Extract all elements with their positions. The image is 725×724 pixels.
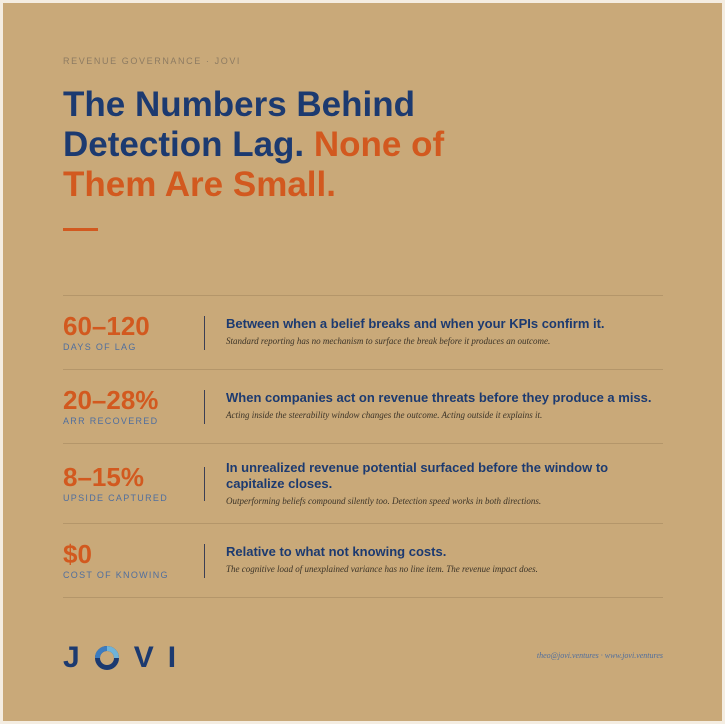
stat-headline: When companies act on revenue threats be…: [226, 390, 652, 405]
stat-text: Relative to what not knowing costs. The c…: [226, 544, 666, 574]
title-accent: None of Them Are Small.: [63, 125, 445, 204]
stat-headline: In unrealized revenue potential surfaced…: [226, 460, 609, 491]
stat-label: UPSIDE CAPTURED: [63, 492, 169, 503]
stat-label: DAYS OF LAG: [63, 341, 137, 352]
divider: [204, 389, 205, 424]
stat-figure: 20–28%: [63, 384, 159, 415]
stat-text: Between when a belief breaks and when yo…: [226, 316, 666, 346]
stat-row: 20–28% ARR RECOVERED When companies act on…: [63, 369, 663, 443]
stat-row: 8–15% UPSIDE CAPTURED In unrealized revenu…: [63, 443, 663, 523]
logo: J V I: [63, 641, 176, 675]
poster: REVENUE GOVERNANCE · JOVI The Numbers Be…: [3, 3, 722, 721]
stat-note: Standard reporting has no mechanism to s…: [226, 336, 551, 346]
stat-note: Acting inside the steerability window ch…: [226, 410, 543, 420]
logo-letter: J: [63, 641, 80, 674]
stat-text: In unrealized revenue potential surfaced…: [226, 460, 666, 506]
stat-label: COST OF KNOWING: [63, 569, 169, 580]
logo-ring: [94, 646, 119, 670]
stat-figure: 8–15%: [63, 461, 144, 492]
contact: theo@jovi.ventures · www.jovi.ventures: [536, 651, 663, 660]
stat-headline: Relative to what not knowing costs.: [226, 544, 447, 559]
stat-headline: Between when a belief breaks and when yo…: [226, 316, 605, 331]
title-main: The Numbers Behind Detection Lag.: [63, 85, 415, 164]
logo-letter: V: [133, 641, 154, 674]
stat-label: ARR RECOVERED: [63, 415, 159, 426]
stat-row: 60–120 DAYS OF LAG Between when a belief b…: [63, 295, 663, 369]
eyebrow: REVENUE GOVERNANCE · JOVI: [63, 56, 242, 66]
stat-figure: 60–120: [63, 310, 150, 341]
stat-figure: $0: [63, 538, 92, 569]
stats-list: 60–120 DAYS OF LAG Between when a belief b…: [63, 295, 663, 598]
divider: [204, 315, 205, 350]
stat-note: Outperforming beliefs compound silently …: [226, 496, 542, 506]
title: The Numbers Behind Detection Lag. None o…: [63, 85, 483, 205]
divider: [204, 543, 205, 578]
stat-row: $0 COST OF KNOWING Relative to what not kn…: [63, 523, 663, 598]
logo-letter: I: [167, 641, 177, 674]
stat-text: When companies act on revenue threats be…: [226, 390, 666, 420]
stat-note: The cognitive load of unexplained varian…: [226, 564, 538, 574]
accent-dash: [63, 228, 98, 231]
divider: [204, 466, 205, 501]
